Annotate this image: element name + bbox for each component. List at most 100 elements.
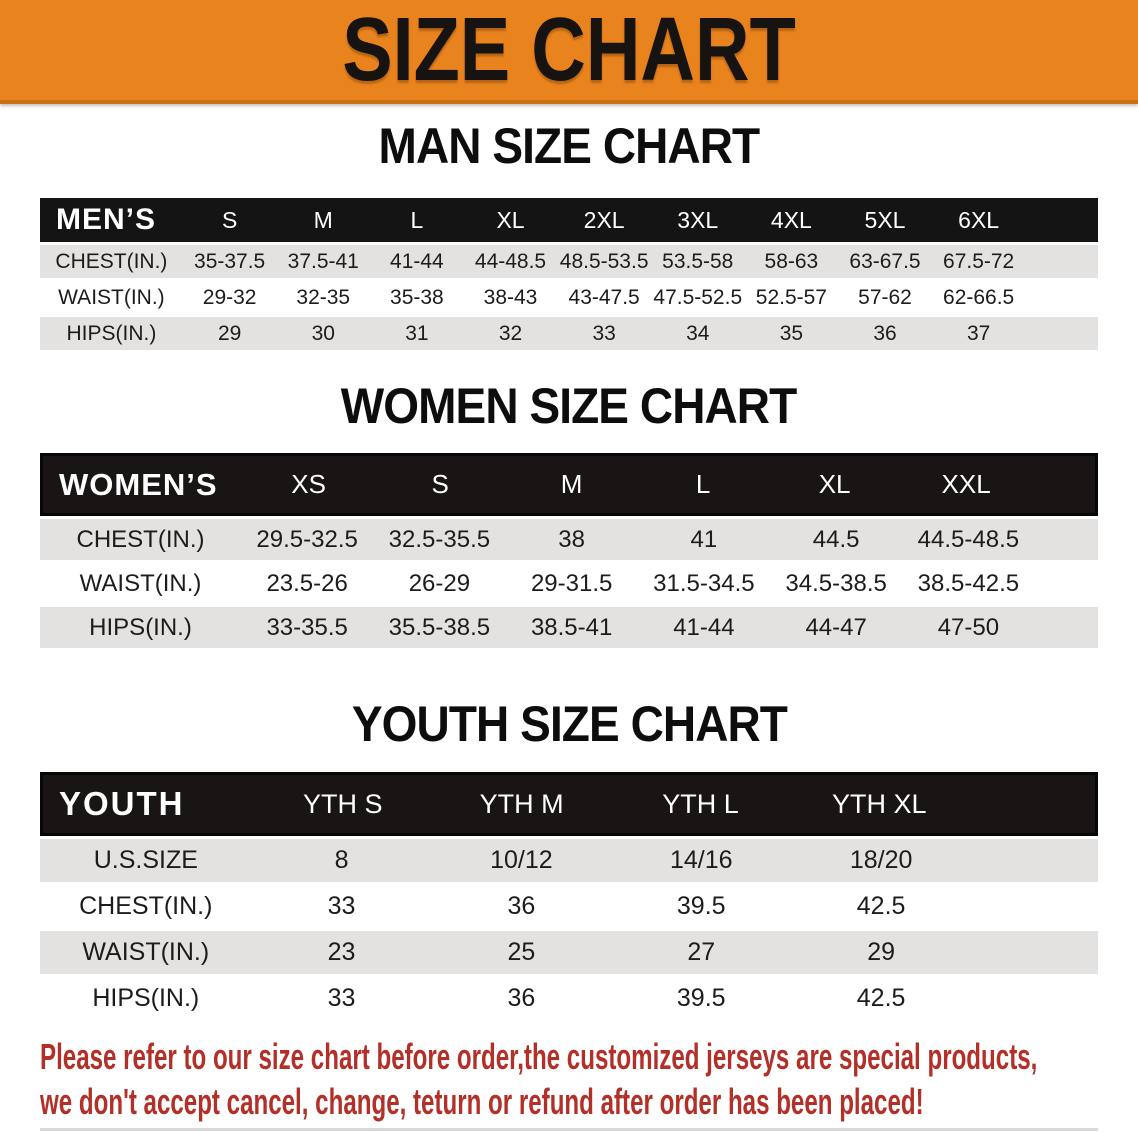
- cell-value: 32-35: [296, 285, 351, 309]
- cell-value: 35.5-38.5: [388, 613, 491, 641]
- youth-size-table: YOUTH YTH S YTH M YTH L YTH XL U.S.SIZE 8 10/12…: [40, 772, 1098, 1020]
- cell-value: 34: [686, 321, 710, 345]
- section-heading-women: WOMEN SIZE CHART: [0, 380, 1138, 432]
- section-heading-man: MAN SIZE CHART: [0, 120, 1138, 172]
- cell-value: 29: [867, 938, 895, 966]
- table-row: HIPS(IN.) 29 30 31 32 33 34 35 36 37: [40, 317, 1098, 350]
- row-label: CHEST(IN.): [55, 249, 168, 273]
- cell-value: 37: [966, 321, 991, 345]
- table-corner-label: YOUTH: [59, 785, 185, 822]
- cell-value: 41: [690, 525, 718, 553]
- cell-value: 33: [592, 321, 616, 345]
- cell-value: 38.5-41: [530, 613, 613, 641]
- cell-value: 33-35.5: [266, 613, 348, 641]
- cell-value: 29-32: [202, 285, 257, 309]
- row-label: HIPS(IN.): [92, 984, 200, 1012]
- cell-value: 38: [558, 525, 585, 553]
- cell-value: 23: [327, 938, 356, 966]
- row-label: U.S.SIZE: [93, 846, 198, 874]
- cell-value: 44-48.5: [474, 249, 547, 273]
- row-label: WAIST(IN.): [79, 569, 202, 597]
- size-column-header: L: [410, 206, 424, 233]
- cell-value: 42.5: [856, 892, 906, 920]
- table-row: WAIST(IN.) 29-32 32-35 35-38 38-43 43-47.5 47.…: [40, 281, 1098, 314]
- size-column-header: XS: [291, 469, 326, 499]
- cell-value: 58-63: [764, 249, 819, 273]
- size-column-header: YTH M: [479, 788, 564, 819]
- size-column-header: 2XL: [583, 206, 625, 233]
- cell-value: 43-47.5: [568, 285, 640, 309]
- disclaimer-line-2: we don't accept cancel, change, teturn o…: [40, 1081, 924, 1122]
- disclaimer-line-1: Please refer to our size chart before or…: [40, 1036, 1038, 1077]
- section-heading-man-text: MAN SIZE CHART: [378, 118, 761, 174]
- cell-value: 25: [507, 938, 536, 966]
- size-column-header: M: [560, 469, 583, 499]
- cell-value: 57-62: [858, 285, 912, 309]
- size-column-header: M: [313, 206, 333, 233]
- cell-value: 47.5-52.5: [653, 285, 743, 309]
- cell-value: 63-67.5: [849, 249, 921, 273]
- size-column-header: XXL: [941, 469, 991, 499]
- table-row: CHEST(IN.) 29.5-32.5 32.5-35.5 38 41 44.5 44.5…: [40, 519, 1098, 560]
- size-chart-banner: SIZE CHART: [0, 0, 1138, 104]
- size-column-header: L: [695, 469, 711, 499]
- cell-value: 48.5-53.5: [559, 249, 649, 273]
- disclaimer: Please refer to our size chart before or…: [0, 1034, 1138, 1124]
- cell-value: 31: [405, 321, 429, 345]
- section-heading-youth-text: YOUTH SIZE CHART: [351, 696, 787, 752]
- cell-value: 32: [498, 321, 523, 345]
- section-heading-women-text: WOMEN SIZE CHART: [341, 378, 797, 434]
- row-label: HIPS(IN.): [89, 613, 192, 641]
- cell-value: 47-50: [937, 613, 1000, 641]
- cell-value: 8: [334, 846, 349, 874]
- cell-value: 37.5-41: [287, 249, 359, 273]
- size-column-header: 6XL: [958, 206, 1000, 233]
- cell-value: 10/12: [490, 846, 553, 874]
- table-header-row: MEN’S S M L XL 2XL 3XL 4XL 5XL 6XL: [40, 198, 1098, 242]
- cell-value: 32.5-35.5: [388, 525, 491, 553]
- cell-value: 36: [507, 984, 536, 1012]
- cell-value: 14/16: [669, 846, 733, 874]
- cell-value: 42.5: [856, 984, 906, 1012]
- cell-value: 35: [779, 321, 804, 345]
- cell-value: 33: [327, 892, 356, 920]
- cell-value: 44.5-48.5: [917, 525, 1020, 553]
- cell-value: 38.5-42.5: [917, 569, 1020, 597]
- size-column-header: S: [221, 206, 238, 233]
- size-column-header: YTH L: [662, 788, 739, 819]
- table-header-row: YOUTH YTH S YTH M YTH L YTH XL: [40, 772, 1098, 836]
- row-label: WAIST(IN.): [58, 285, 165, 309]
- cell-value: 62-66.5: [943, 285, 1015, 309]
- cell-value: 67.5-72: [943, 249, 1015, 273]
- cell-value: 18/20: [849, 846, 913, 874]
- size-column-header: 4XL: [770, 206, 812, 233]
- row-label: CHEST(IN.): [76, 525, 205, 553]
- cell-value: 35-37.5: [194, 249, 266, 273]
- size-column-header: 5XL: [864, 206, 906, 233]
- cell-value: 53.5-58: [662, 249, 734, 273]
- cell-value: 35-38: [390, 285, 444, 309]
- table-row: WAIST(IN.) 23 25 27 29: [40, 931, 1098, 974]
- size-column-header: XL: [496, 206, 525, 233]
- cell-value: 26-29: [408, 569, 471, 597]
- cell-value: 30: [311, 321, 335, 345]
- cell-value: 39.5: [676, 984, 726, 1012]
- cell-value: 29.5-32.5: [256, 525, 358, 553]
- table-header-row: WOMEN’S XS S M L XL XXL: [40, 453, 1098, 516]
- table-corner-label: MEN’S: [56, 203, 157, 236]
- cell-value: 39.5: [676, 892, 726, 920]
- cell-value: 52.5-57: [755, 285, 827, 309]
- cell-value: 44.5: [812, 525, 860, 553]
- cell-value: 38-43: [483, 285, 538, 309]
- table-row: CHEST(IN.) 33 36 39.5 42.5: [40, 885, 1098, 928]
- row-label: HIPS(IN.): [66, 321, 157, 345]
- size-column-header: YTH XL: [832, 788, 927, 819]
- cell-value: 33: [327, 984, 356, 1012]
- cell-value: 23.5-26: [266, 569, 348, 597]
- table-row: WAIST(IN.) 23.5-26 26-29 29-31.5 31.5-34.5 34…: [40, 563, 1098, 604]
- cell-value: 34.5-38.5: [785, 569, 887, 597]
- men-size-table: MEN’S S M L XL 2XL 3XL 4XL 5XL 6XL CHEST(IN.) 35-37…: [40, 198, 1098, 350]
- cell-value: 44-47: [805, 613, 867, 641]
- table-corner-label: WOMEN’S: [59, 466, 218, 502]
- cell-value: 41-44: [673, 613, 735, 641]
